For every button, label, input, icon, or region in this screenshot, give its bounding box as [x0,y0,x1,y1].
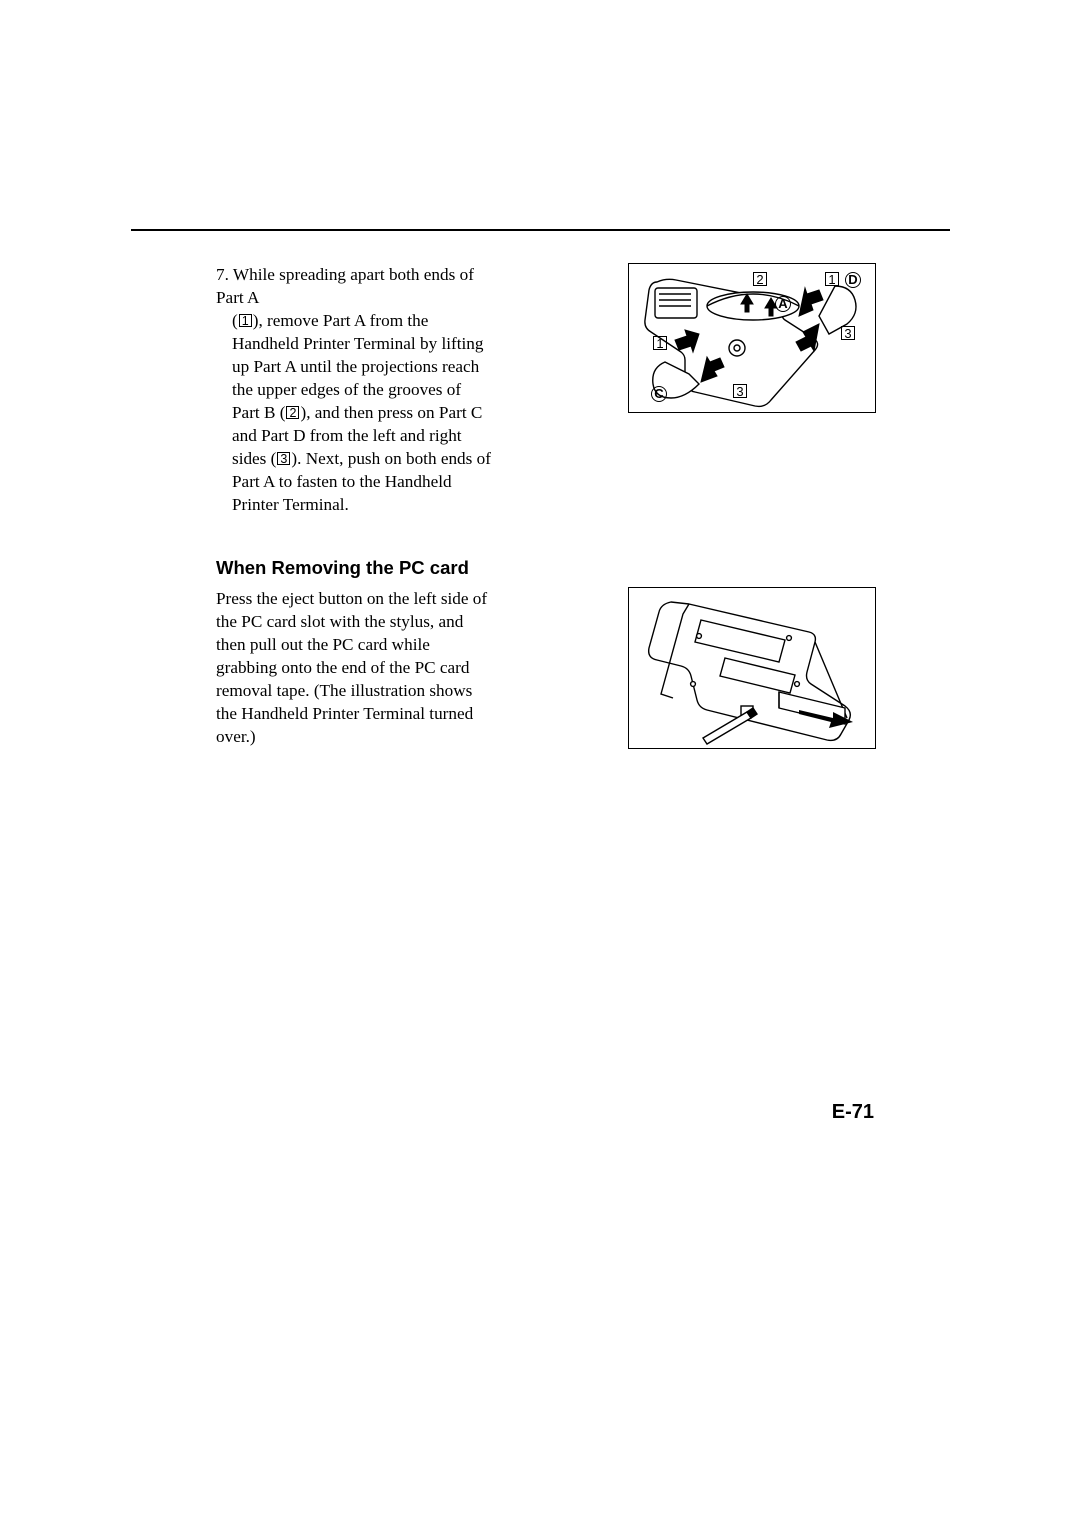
fig1-label-1a: 1 [825,272,839,286]
figure-2-svg [629,588,877,750]
figure-1: 2 1 D A 3 1 C 3 [628,263,876,413]
step7-line1: While spreading apart both ends of Part … [216,265,474,307]
step7-l7b: ). Next, push on both ends [291,449,472,468]
step7-l5b: ), and then press [300,403,413,422]
step7-number: 7. [216,265,229,284]
top-rule [131,229,950,231]
ref-2-icon: 2 [286,406,299,419]
step7-text: 7. While spreading apart both ends of Pa… [216,263,492,517]
fig1-label-C: C [651,386,667,402]
page: 7. While spreading apart both ends of Pa… [0,0,1080,1528]
fig1-label-3b: 3 [733,384,747,398]
content-area: 7. While spreading apart both ends of Pa… [216,263,876,749]
step7-l9: Printer Terminal. [232,495,349,514]
subheading-removing-pc-card: When Removing the PC card [216,557,876,579]
fig1-label-D: D [845,272,861,288]
page-number: E-71 [832,1101,874,1124]
step7-row: 7. While spreading apart both ends of Pa… [216,263,876,517]
step7-l2a: ( [232,311,238,330]
fig1-label-2: 2 [753,272,767,286]
figure-2 [628,587,876,749]
fig1-label-A: A [775,296,791,312]
section-gap [216,517,876,557]
fig1-label-3a: 3 [841,326,855,340]
fig1-label-1b: 1 [653,336,667,350]
remove-row: Press the eject button on the left side … [216,587,876,749]
ref-3-icon: 3 [277,452,290,465]
remove-paragraph: Press the eject button on the left side … [216,587,492,748]
ref-1-icon: 1 [239,314,252,327]
step7-body: (1), remove Part A from the Handheld Pri… [216,309,492,516]
